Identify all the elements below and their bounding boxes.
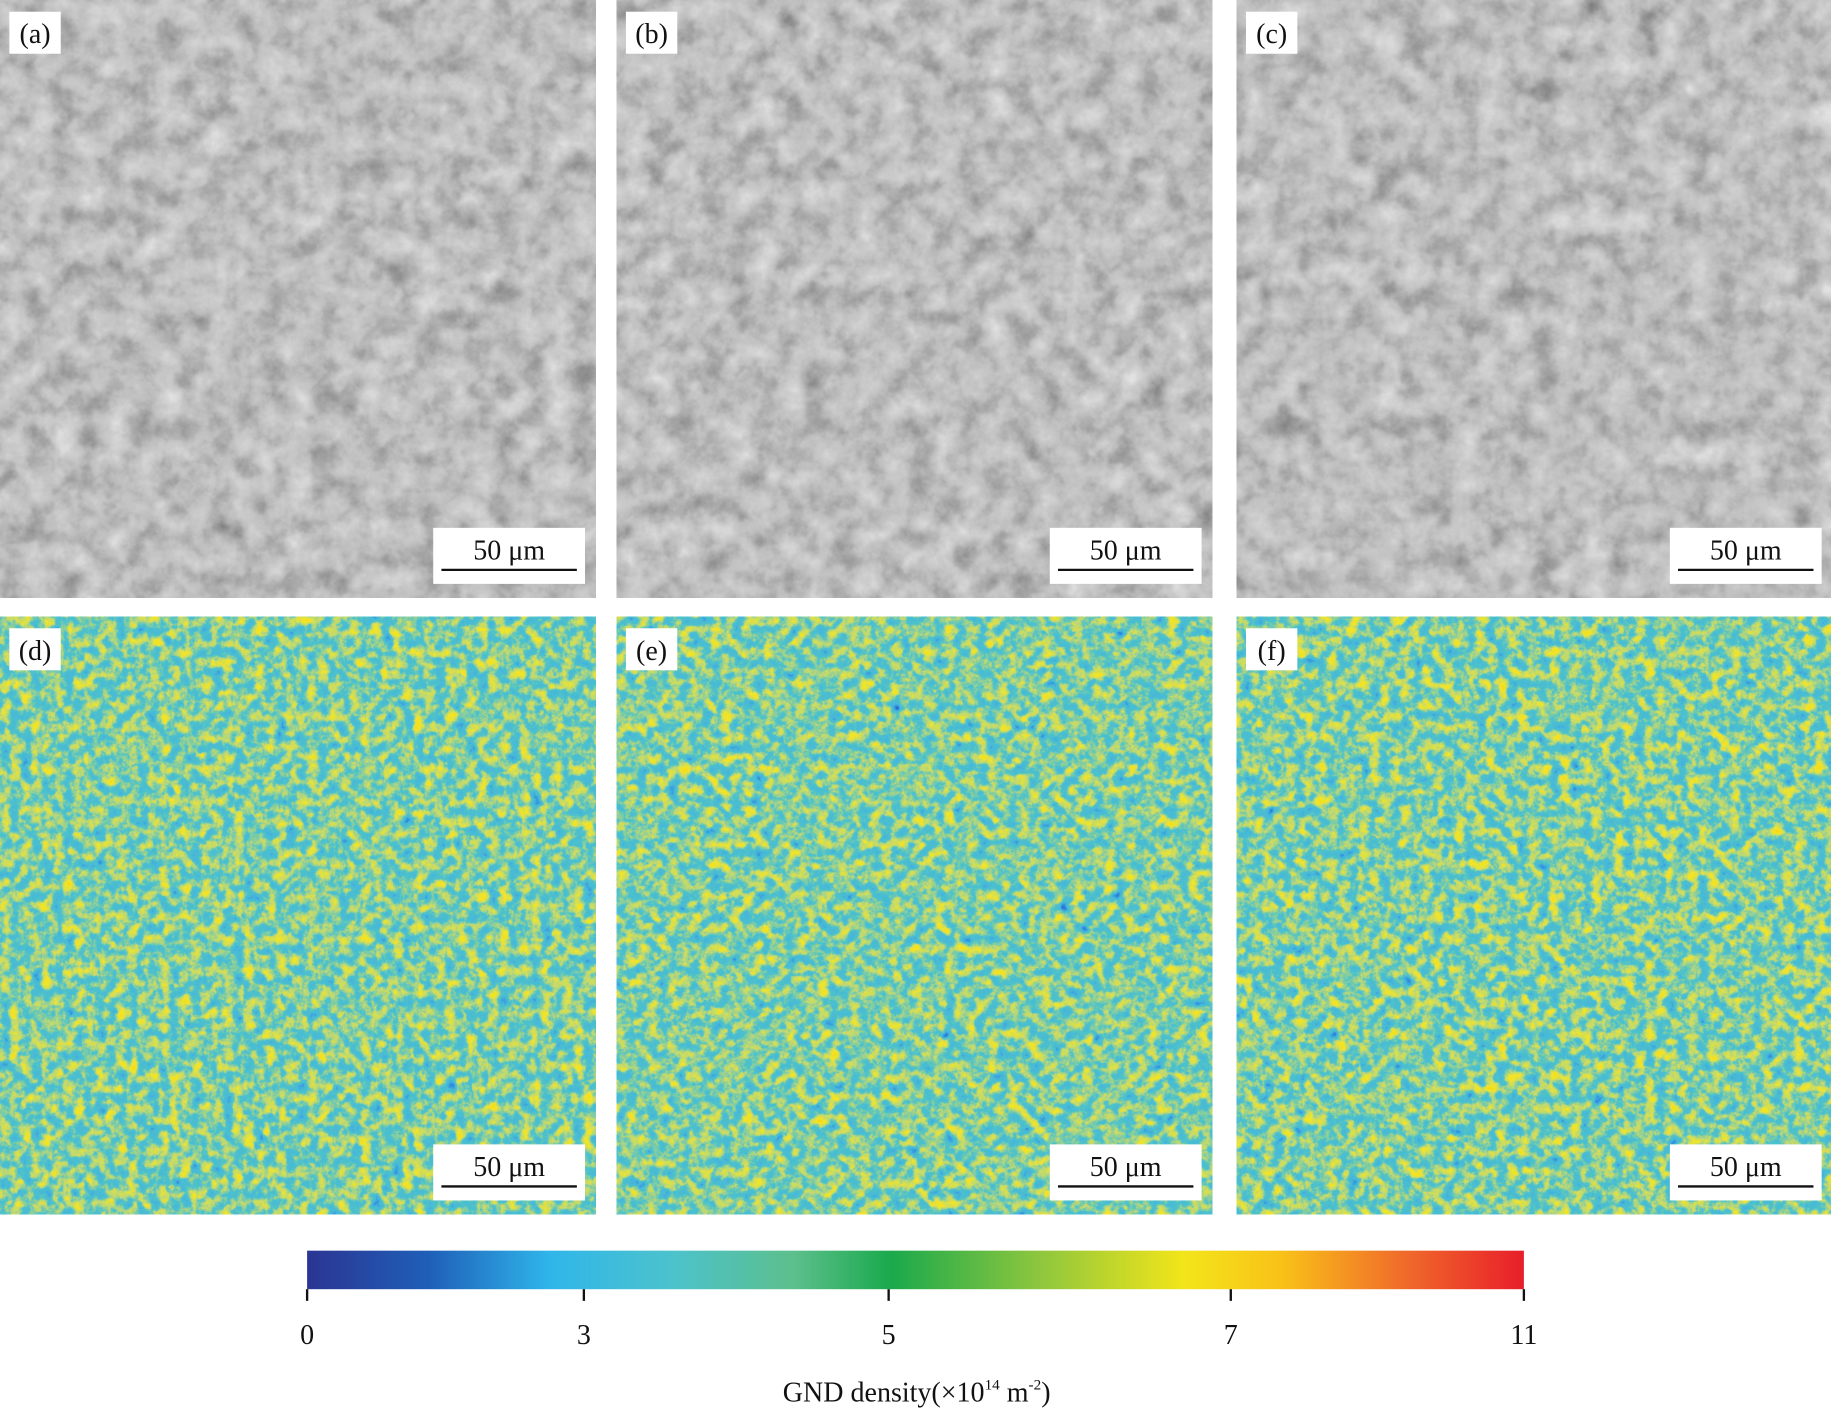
micrograph (1236, 616, 1831, 1215)
panel-label-bg (9, 11, 61, 54)
micrograph (0, 616, 596, 1215)
label-exponent: 14 (985, 1377, 1001, 1394)
panel-label-bg (1245, 11, 1298, 54)
panel-label-bg (625, 11, 678, 54)
panel-label: (c) (1256, 19, 1287, 50)
label-unit-exponent: -2 (1029, 1377, 1042, 1394)
panel-label: (d) (19, 636, 52, 667)
colorbar-tick-label: 11 (1510, 1320, 1537, 1351)
scale-bar-label: 50 μm (1090, 1152, 1162, 1183)
scale-bar-label: 50 μm (473, 1152, 545, 1183)
micrograph (616, 0, 1213, 598)
panel-label: (b) (635, 19, 668, 50)
micrograph (1236, 0, 1831, 598)
colorbar-tick-label: 7 (1224, 1320, 1238, 1351)
panel-label-bg (9, 628, 61, 671)
colorbar-gradient (307, 1250, 1524, 1290)
panel-label-bg (1245, 628, 1298, 671)
scale-bar-bg (1049, 1144, 1202, 1201)
colorbar-tick-label: 3 (577, 1320, 591, 1351)
micrograph (616, 616, 1213, 1215)
scale-bar-bg (1049, 527, 1202, 584)
label-unit: m (1000, 1377, 1029, 1408)
panel-label: (a) (19, 19, 50, 50)
label-close: ) (1041, 1377, 1050, 1408)
panel-label-bg (625, 628, 678, 671)
panel-label: (e) (636, 636, 667, 667)
panel-grid: (a) 50 μm (b) 50 μm (c) 50 μm (d) 50 μm (e) 50 μm… (0, 0, 1831, 1215)
micrograph (0, 0, 596, 598)
scale-bar-label: 50 μm (1710, 535, 1782, 566)
scale-bar-bg (1669, 1144, 1822, 1201)
panel-label: (f) (1258, 636, 1286, 667)
scale-bar-bg (433, 527, 586, 584)
colorbar-label: GND density(×1014 m-2) (783, 1377, 1051, 1409)
colorbar-tick-label: 0 (300, 1320, 314, 1351)
label-text: GND density(×10 (783, 1377, 985, 1408)
colorbar: GND density(×1014 m-2) 0 3 5 7 11 (300, 1250, 1537, 1409)
scale-bar-label: 50 μm (1710, 1152, 1782, 1183)
scale-bar-bg (433, 1144, 586, 1201)
scale-bar-bg (1669, 527, 1822, 584)
colorbar-tick-label: 5 (882, 1320, 896, 1351)
scale-bar-label: 50 μm (1090, 535, 1162, 566)
scale-bar-label: 50 μm (473, 535, 545, 566)
